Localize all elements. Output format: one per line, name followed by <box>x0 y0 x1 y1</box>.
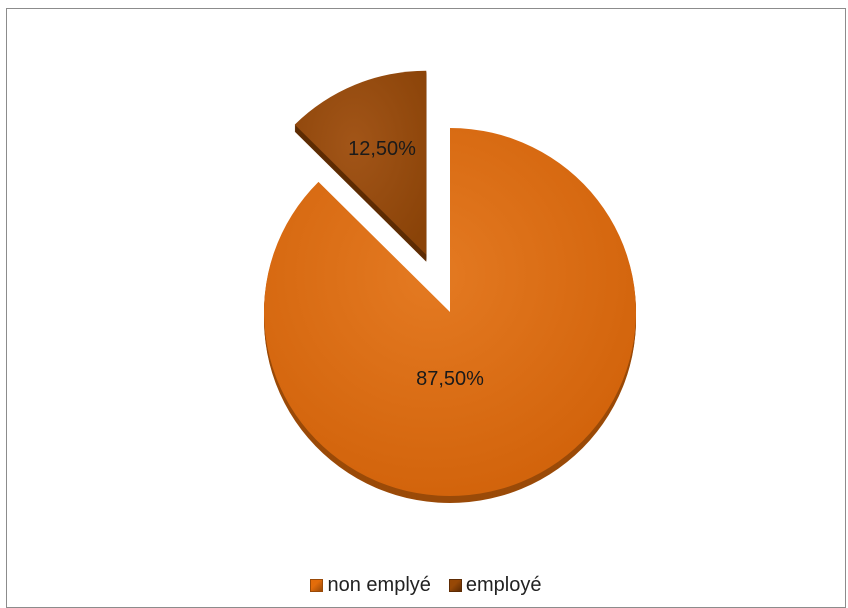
legend-label-non-emplye: non emplyé <box>327 573 431 596</box>
legend-swatch-employe <box>448 578 462 592</box>
legend-label-employe: employé <box>465 573 542 596</box>
chart-area: 87,50% 12,50% non emplyé employé <box>6 8 846 608</box>
legend-entry-employe: employé <box>448 573 542 597</box>
legend-swatch-non-emplye <box>310 578 324 592</box>
data-label-non-emplye: 87,50% <box>416 368 484 390</box>
legend-entry-non-emplye: non emplyé <box>310 573 431 597</box>
pie-slice-employe <box>294 70 427 255</box>
legend: non emplyé employé <box>7 569 845 601</box>
data-label-employe: 12,50% <box>348 138 416 160</box>
pie-chart: 87,50% 12,50% <box>264 70 636 503</box>
pie-slice-non-emplye <box>264 128 636 496</box>
